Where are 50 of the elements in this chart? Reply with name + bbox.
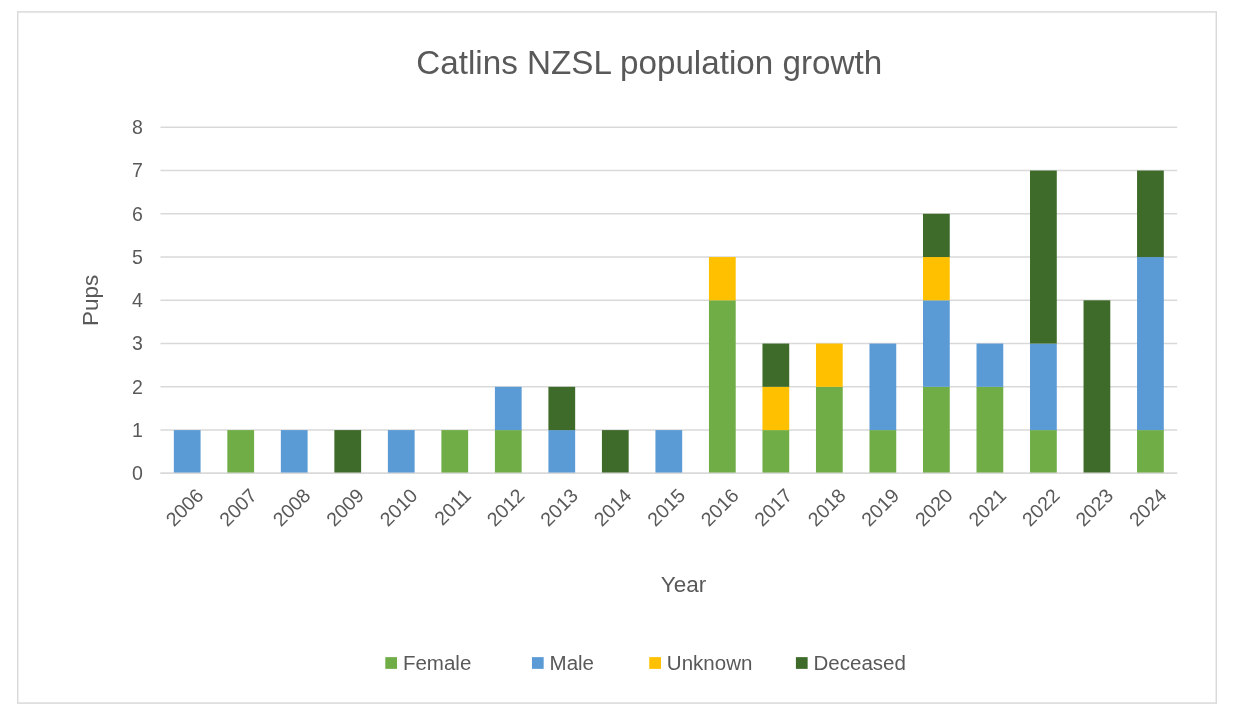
chart-title: Catlins NZSL population growth [416,44,883,82]
y-tick-label: 0 [131,462,143,485]
bar [1137,257,1164,431]
bar [869,343,897,431]
bar [441,430,469,474]
y-tick-label: 2 [131,375,143,398]
y-tick-label: 4 [131,289,143,312]
y-tick-label: 5 [131,245,143,268]
y-tick-label: 8 [131,116,143,139]
bar [1137,170,1164,258]
bar [494,386,522,431]
bar [976,343,1004,387]
bar [869,430,897,474]
bar [548,430,576,474]
bar [923,213,950,258]
bar [1083,300,1111,474]
y-tick-label: 3 [131,332,143,355]
legend-label: Deceased [813,651,906,675]
bar [173,430,201,474]
bar [815,343,843,387]
bar [1030,343,1057,431]
bar [387,430,415,474]
legend-label: Unknown [666,651,753,675]
bar [1030,170,1057,344]
y-tick-label: 6 [131,202,143,225]
bar [815,386,843,474]
bar [708,300,736,474]
bar [923,257,950,301]
y-axis-title: Pups [77,274,103,326]
bar [762,430,790,474]
y-tick-label: 1 [131,418,143,441]
legend-label: Male [549,651,595,675]
x-axis-title: Year [660,571,707,597]
bar [227,430,255,474]
bar [494,430,522,474]
bar [708,257,736,301]
bar [762,386,790,431]
bar [923,300,950,387]
bar [655,430,683,474]
bar [1030,430,1057,474]
bar [280,430,308,474]
y-tick-label: 7 [131,159,143,182]
bar [923,386,950,474]
bar [548,386,576,431]
bar [976,386,1004,474]
legend-label: Female [402,651,472,675]
bar [601,430,629,474]
bar [1137,430,1164,474]
bar [762,343,790,387]
bar [334,430,362,474]
